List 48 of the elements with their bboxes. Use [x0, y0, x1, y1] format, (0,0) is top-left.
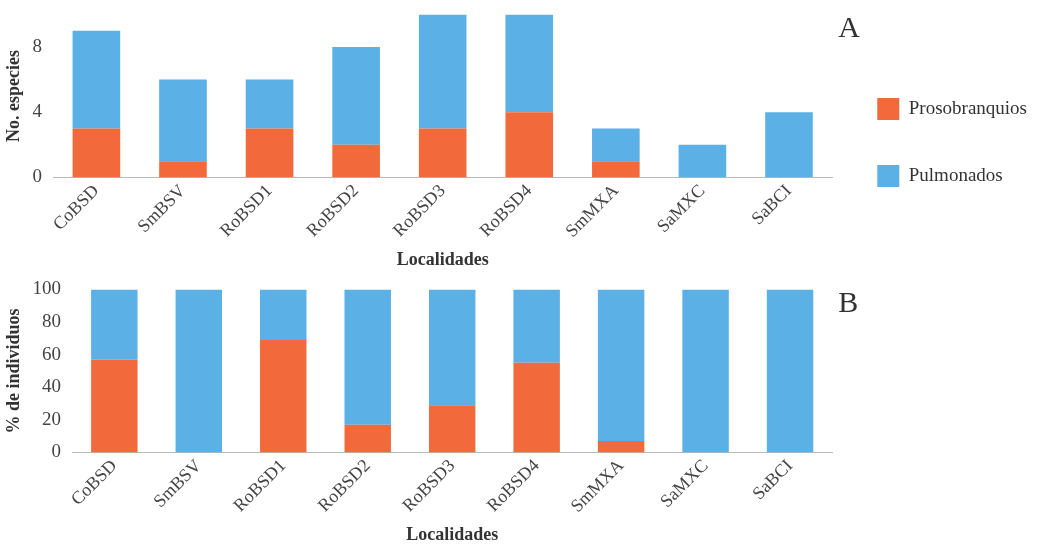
y-tick-label: 40: [42, 375, 62, 397]
bar: [260, 339, 307, 453]
bar: [592, 128, 640, 162]
bar: [418, 14, 467, 129]
bar: [513, 362, 560, 453]
bar: [332, 144, 380, 178]
bar: [678, 144, 727, 178]
x-axis-title: Localidades: [396, 248, 489, 269]
y-axis-title: No. especies: [3, 49, 24, 142]
bar: [592, 161, 640, 178]
y-tick-label: 80: [42, 309, 62, 331]
bar: [765, 112, 813, 178]
bar: [260, 289, 307, 340]
bar: [428, 289, 476, 406]
y-tick-label: 0: [51, 440, 62, 462]
bar: [332, 47, 380, 145]
text: B: [838, 285, 859, 319]
legend-label: Prosobranquios: [908, 96, 1028, 118]
bar: [245, 79, 294, 129]
y-tick-label: 60: [42, 342, 62, 364]
bar: [175, 289, 223, 453]
bar: [344, 289, 391, 425]
y-tick-label: 20: [42, 407, 62, 429]
y-tick-label: 8: [32, 34, 43, 56]
bar: [597, 441, 645, 453]
bar: [766, 289, 814, 453]
bar: [344, 424, 391, 453]
bar: [505, 112, 554, 178]
text: A: [838, 10, 861, 44]
bar: [91, 359, 138, 453]
bar: [91, 289, 138, 360]
bar: [418, 128, 467, 178]
bar: [597, 289, 645, 442]
bar: [159, 79, 207, 162]
bar: [159, 161, 207, 178]
legend-label: Pulmonados: [908, 163, 1003, 185]
y-axis-title: % de individuos: [3, 308, 24, 434]
bar: [72, 128, 121, 178]
y-tick-label: 0: [32, 165, 43, 187]
y-tick-label: 100: [32, 277, 62, 299]
bar: [682, 289, 729, 453]
bar: [72, 30, 121, 129]
bar: [428, 405, 476, 453]
bar: [245, 128, 294, 178]
y-tick-label: 4: [32, 100, 43, 122]
x-axis-title: Localidades: [406, 523, 499, 544]
bar: [505, 14, 554, 113]
bar: [513, 289, 560, 363]
